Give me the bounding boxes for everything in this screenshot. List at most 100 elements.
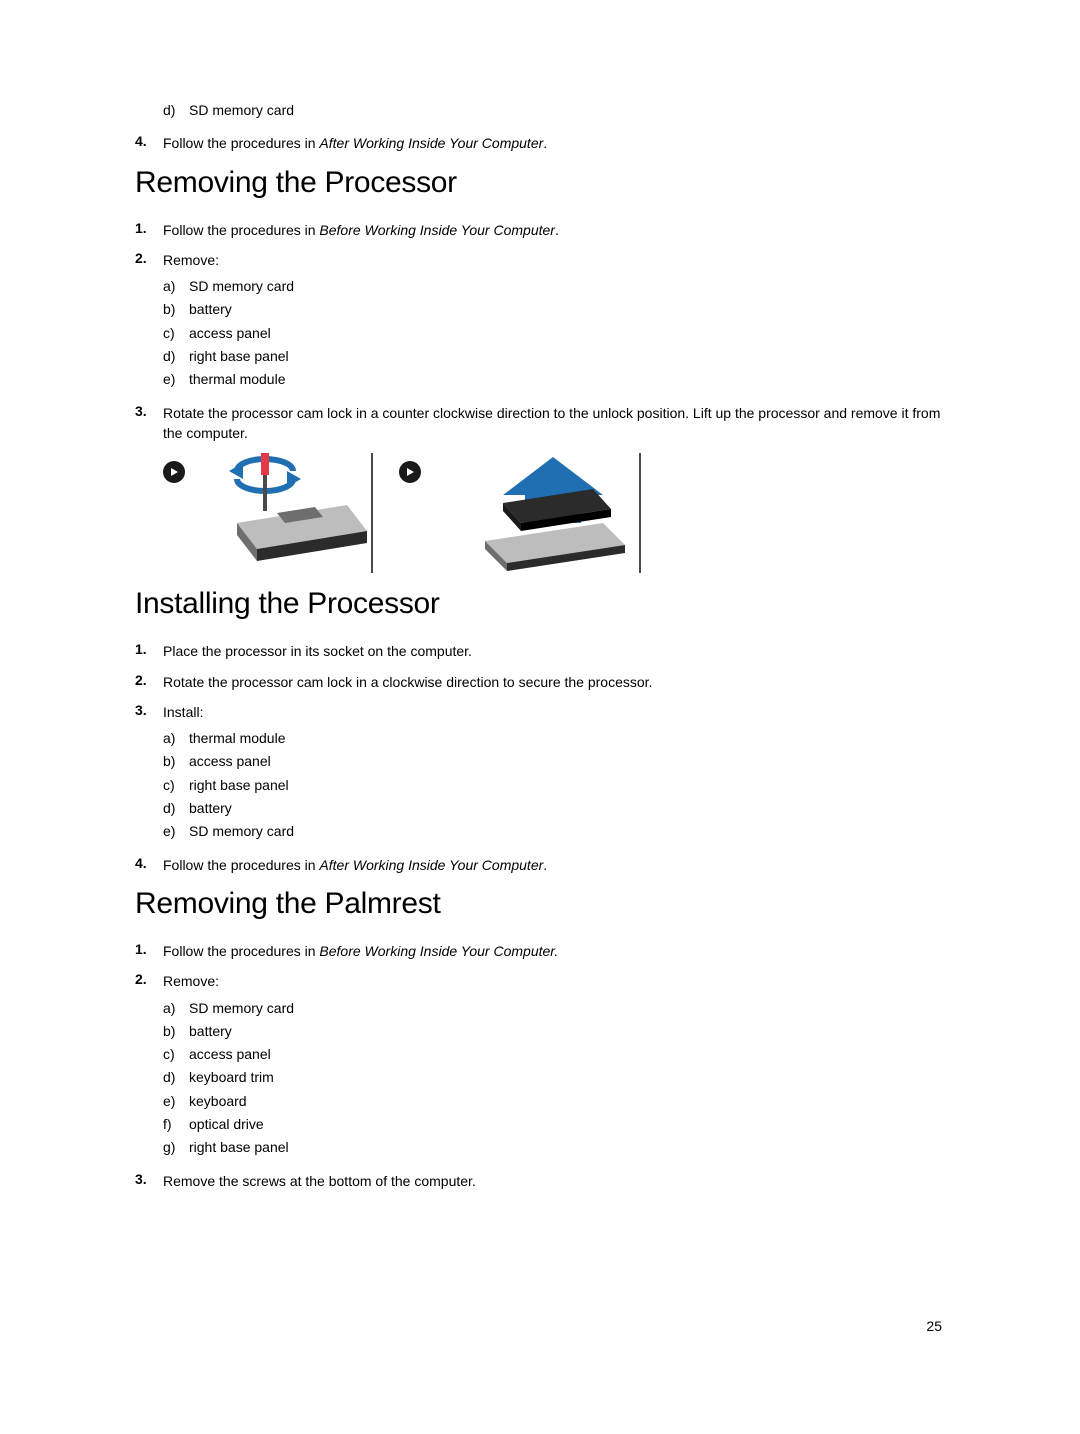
sub-letter: c) xyxy=(163,775,189,795)
text: Remove: xyxy=(163,252,219,268)
sub-text: SD memory card xyxy=(189,100,294,120)
sub-letter: a) xyxy=(163,998,189,1018)
sub-item: a)SD memory card xyxy=(163,998,945,1018)
sub-text: battery xyxy=(189,299,232,319)
sub-text: right base panel xyxy=(189,775,289,795)
sub-item: d)battery xyxy=(163,798,945,818)
italic-text: After Working Inside Your Computer xyxy=(319,135,543,151)
sub-item: a)thermal module xyxy=(163,728,945,748)
step-number: 2. xyxy=(135,250,163,393)
list-item: 1. Follow the procedures in Before Worki… xyxy=(135,941,945,961)
sub-item: b)battery xyxy=(163,1021,945,1041)
text: Install: xyxy=(163,704,203,720)
list-item: 3. Install: a)thermal module b)access pa… xyxy=(135,702,945,845)
step-body: Follow the procedures in After Working I… xyxy=(163,855,945,875)
sub-letter: e) xyxy=(163,821,189,841)
italic-text: Before Working Inside Your Computer xyxy=(319,222,555,238)
text: Place the processor in its socket on the… xyxy=(163,643,472,659)
step-number: 4. xyxy=(135,855,163,875)
step-body: Place the processor in its socket on the… xyxy=(163,641,945,661)
italic-text: Before Working Inside Your Computer. xyxy=(319,943,558,959)
page: d) SD memory card 4. Follow the procedur… xyxy=(0,0,1080,1434)
sub-text: keyboard trim xyxy=(189,1067,274,1087)
bubble-a-icon xyxy=(163,461,185,483)
list-item: 1. Place the processor in its socket on … xyxy=(135,641,945,661)
sub-text: right base panel xyxy=(189,346,289,366)
sub-letter: b) xyxy=(163,299,189,319)
sub-letter: a) xyxy=(163,728,189,748)
sub-text: right base panel xyxy=(189,1137,289,1157)
sub-text: keyboard xyxy=(189,1091,247,1111)
sub-letter: f) xyxy=(163,1114,189,1134)
text: Remove the screws at the bottom of the c… xyxy=(163,1173,476,1189)
sub-letter: a) xyxy=(163,276,189,296)
sub-letter: d) xyxy=(163,1067,189,1087)
list-item: 2. Rotate the processor cam lock in a cl… xyxy=(135,672,945,692)
step-number xyxy=(135,100,163,123)
step-body: Install: a)thermal module b)access panel… xyxy=(163,702,945,845)
sub-letter: e) xyxy=(163,369,189,389)
step-body: Follow the procedures in After Working I… xyxy=(163,133,945,153)
sub-text: access panel xyxy=(189,323,271,343)
list-item: 4. Follow the procedures in After Workin… xyxy=(135,133,945,153)
italic-text: After Working Inside Your Computer xyxy=(319,857,543,873)
sub-letter: d) xyxy=(163,100,189,120)
sub-item: c)access panel xyxy=(163,323,945,343)
sub-item: d) SD memory card xyxy=(163,100,945,120)
sub-item: d)keyboard trim xyxy=(163,1067,945,1087)
text: Rotate the processor cam lock in a clock… xyxy=(163,674,652,690)
sub-letter: c) xyxy=(163,1044,189,1064)
step-body: Rotate the processor cam lock in a clock… xyxy=(163,672,945,692)
sub-item: b)access panel xyxy=(163,751,945,771)
step-number: 3. xyxy=(135,1171,163,1191)
text: Remove: xyxy=(163,973,219,989)
sub-text: SD memory card xyxy=(189,998,294,1018)
sub-text: access panel xyxy=(189,1044,271,1064)
list-item: 2. Remove: a)SD memory card b)battery c)… xyxy=(135,971,945,1160)
list-item: 3. Remove the screws at the bottom of th… xyxy=(135,1171,945,1191)
list-item: 3. Rotate the processor cam lock in a co… xyxy=(135,403,945,444)
step-number: 1. xyxy=(135,941,163,961)
section1-steps: 1. Follow the procedures in Before Worki… xyxy=(135,220,945,444)
step-number: 1. xyxy=(135,641,163,661)
list-item: 4. Follow the procedures in After Workin… xyxy=(135,855,945,875)
continuation-list: d) SD memory card 4. Follow the procedur… xyxy=(135,100,945,154)
text: Rotate the processor cam lock in a count… xyxy=(163,405,940,441)
bubble-b-icon xyxy=(399,461,421,483)
step-number: 2. xyxy=(135,971,163,1160)
sub-item: e)SD memory card xyxy=(163,821,945,841)
step-body: Follow the procedures in Before Working … xyxy=(163,941,945,961)
panel-b-lift-processor xyxy=(443,453,643,573)
section3-steps: 1. Follow the procedures in Before Worki… xyxy=(135,941,945,1191)
step-body: Rotate the processor cam lock in a count… xyxy=(163,403,945,444)
sub-item: a)SD memory card xyxy=(163,276,945,296)
text: . xyxy=(555,222,559,238)
sub-item: f)optical drive xyxy=(163,1114,945,1134)
heading-removing-processor: Removing the Processor xyxy=(135,166,945,200)
text: . xyxy=(543,135,547,151)
heading-removing-palmrest: Removing the Palmrest xyxy=(135,887,945,921)
step-number: 2. xyxy=(135,672,163,692)
step-number: 3. xyxy=(135,702,163,845)
sub-item: g)right base panel xyxy=(163,1137,945,1157)
sub-text: thermal module xyxy=(189,728,286,748)
step-body: Remove the screws at the bottom of the c… xyxy=(163,1171,945,1191)
section2-steps: 1. Place the processor in its socket on … xyxy=(135,641,945,875)
sub-text: battery xyxy=(189,798,232,818)
sub-item: c)right base panel xyxy=(163,775,945,795)
text: Follow the procedures in xyxy=(163,943,319,959)
sub-letter: d) xyxy=(163,798,189,818)
sub-item: e)keyboard xyxy=(163,1091,945,1111)
sub-text: SD memory card xyxy=(189,821,294,841)
step-number: 4. xyxy=(135,133,163,153)
sub-item: b)battery xyxy=(163,299,945,319)
step-body: Remove: a)SD memory card b)battery c)acc… xyxy=(163,250,945,393)
sub-letter: c) xyxy=(163,323,189,343)
sub-text: access panel xyxy=(189,751,271,771)
panel-a-rotate-camlock xyxy=(207,453,377,573)
sub-text: thermal module xyxy=(189,369,286,389)
heading-installing-processor: Installing the Processor xyxy=(135,587,945,621)
step-body: d) SD memory card xyxy=(163,100,945,123)
sub-text: battery xyxy=(189,1021,232,1041)
figure-processor xyxy=(163,453,945,573)
